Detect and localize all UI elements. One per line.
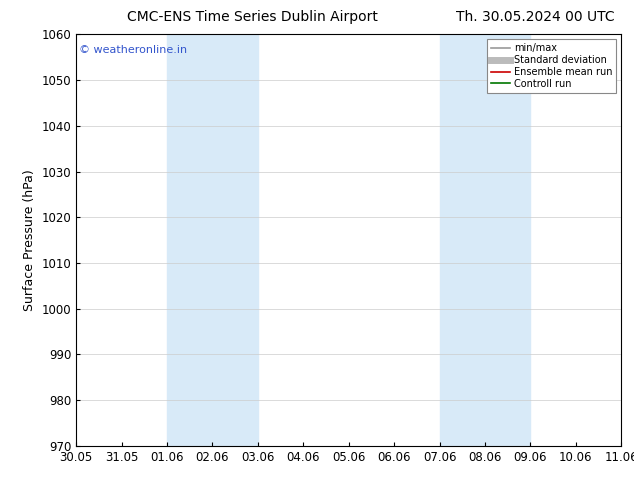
Text: Th. 30.05.2024 00 UTC: Th. 30.05.2024 00 UTC	[456, 10, 615, 24]
Y-axis label: Surface Pressure (hPa): Surface Pressure (hPa)	[23, 169, 36, 311]
Legend: min/max, Standard deviation, Ensemble mean run, Controll run: min/max, Standard deviation, Ensemble me…	[487, 39, 616, 93]
Bar	[167, 34, 258, 446]
Title: CMC-ENS Time Series Dublin Airport     Th. 30.05.2024 00 UTC: CMC-ENS Time Series Dublin Airport Th. 3…	[0, 489, 1, 490]
Text: © weatheronline.in: © weatheronline.in	[79, 45, 187, 54]
Text: CMC-ENS Time Series Dublin Airport: CMC-ENS Time Series Dublin Airport	[127, 10, 378, 24]
Bar	[439, 34, 531, 446]
